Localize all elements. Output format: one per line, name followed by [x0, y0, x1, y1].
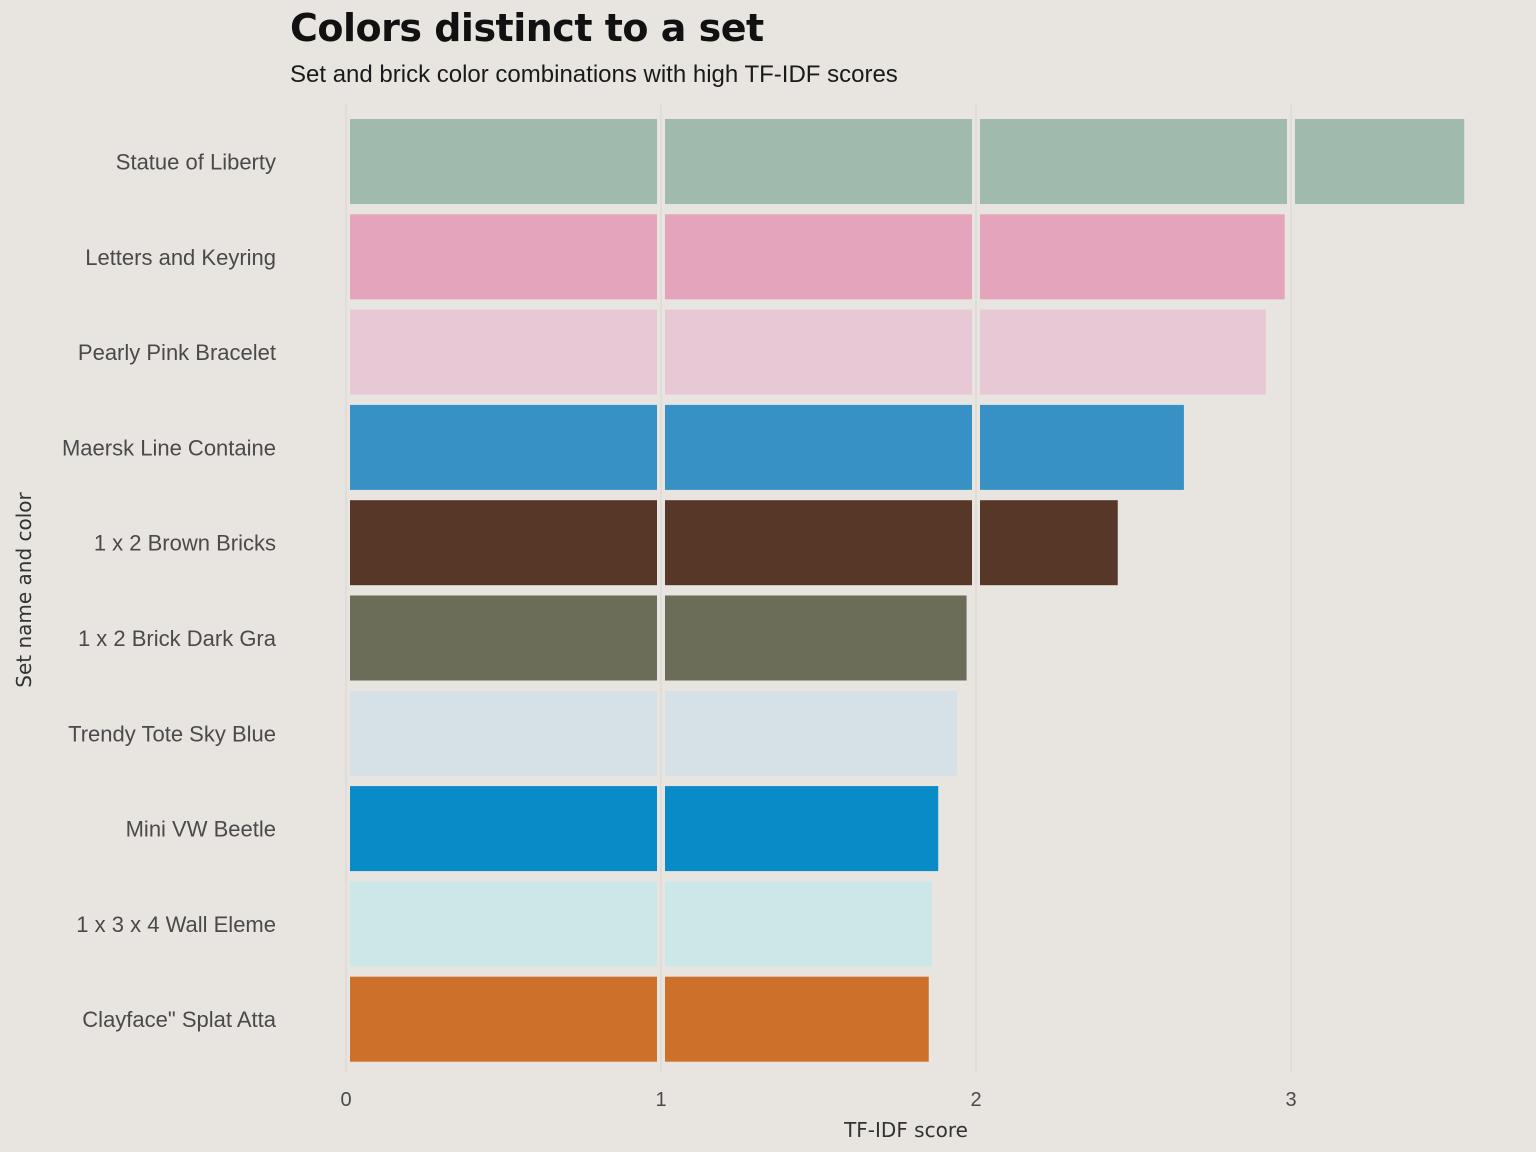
grid-layer [345, 104, 1292, 1072]
chart-subtitle: Set and brick color combinations with hi… [290, 61, 898, 88]
bar-segment [350, 500, 657, 586]
bar-5 [350, 500, 1118, 586]
bar-segment [665, 404, 972, 490]
category-label: Mini VW Beetle [126, 817, 276, 842]
bar-segment [350, 404, 657, 490]
bar-layer [350, 119, 1465, 1062]
bar-segment [980, 404, 1184, 490]
x-tick-label: 3 [1285, 1089, 1296, 1111]
bar-segment [665, 690, 958, 776]
bar-6 [350, 595, 967, 681]
bar-segment [350, 595, 657, 681]
category-label: 1 x 2 Brick Dark Gra [78, 626, 277, 651]
bar-segment [350, 119, 657, 204]
bar-1 [350, 119, 1465, 204]
bar-10 [350, 976, 929, 1062]
bar-segment [665, 786, 939, 872]
bar-8 [350, 786, 939, 872]
bar-segment [350, 690, 657, 776]
bar-segment [350, 881, 657, 967]
bar-segment [980, 214, 1285, 300]
chart-title: Colors distinct to a set [290, 6, 764, 50]
bar-segment [665, 309, 972, 395]
bar-segment [980, 309, 1266, 395]
bar-segment [350, 214, 657, 300]
category-label: 1 x 2 Brown Bricks [94, 531, 276, 556]
category-label: Clayface" Splat Atta [82, 1007, 276, 1032]
x-tick-label: 2 [970, 1089, 981, 1111]
bar-segment [1295, 119, 1465, 204]
bar-7 [350, 690, 958, 776]
category-label: Letters and Keyring [85, 245, 276, 270]
bar-segment [665, 881, 932, 967]
category-label: 1 x 3 x 4 Wall Eleme [76, 912, 276, 937]
bar-segment [350, 786, 657, 872]
bar-3 [350, 309, 1266, 395]
bar-segment [665, 119, 972, 204]
bar-segment [350, 309, 657, 395]
bar-segment [665, 500, 972, 586]
bar-9 [350, 881, 932, 967]
x-axis-title: TF-IDF score [843, 1118, 968, 1142]
y-axis-title: Set name and color [12, 491, 36, 687]
x-tick-label: 1 [655, 1089, 666, 1111]
category-label: Statue of Liberty [116, 150, 276, 175]
category-label: Pearly Pink Bracelet [78, 340, 276, 365]
category-label: Maersk Line Containe [62, 435, 276, 460]
bar-segment [665, 976, 929, 1062]
bar-segment [350, 976, 657, 1062]
bar-segment [665, 595, 967, 681]
bar-segment [980, 500, 1118, 586]
bar-4 [350, 404, 1184, 490]
x-tick-label: 0 [340, 1089, 351, 1111]
category-label: Trendy Tote Sky Blue [68, 721, 276, 746]
bar-2 [350, 214, 1285, 300]
bar-segment [980, 119, 1287, 204]
label-layer: 0 1 2 3 Statue of Liberty Letters and Keyring… [62, 150, 1297, 1112]
bar-segment [665, 214, 972, 300]
